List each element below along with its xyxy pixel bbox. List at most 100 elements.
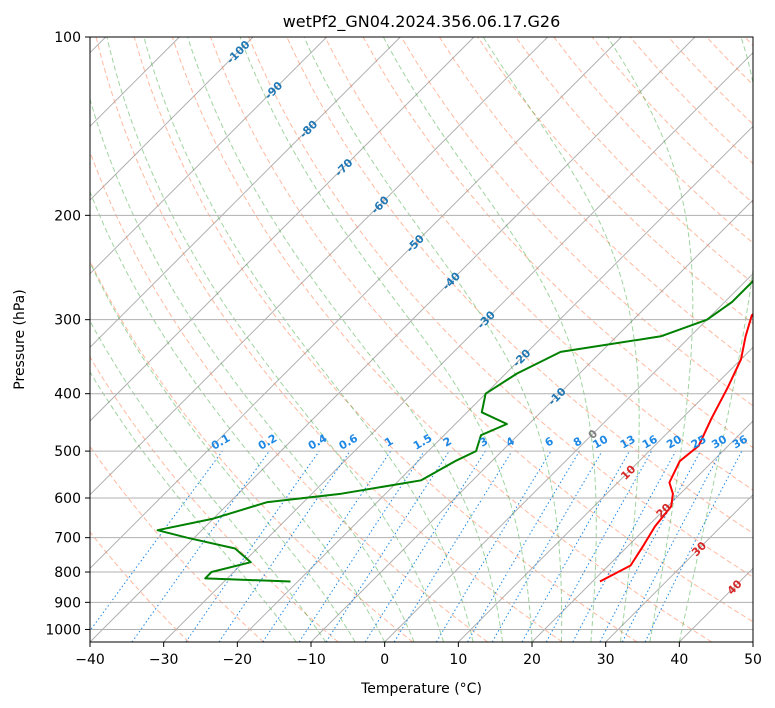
y-tick-label: 400 <box>54 387 81 403</box>
mixing-ratio-line <box>599 450 701 642</box>
mixing-ratio-label: 6 <box>543 434 556 449</box>
dry-adiabat-line <box>438 37 753 366</box>
background-lines <box>90 37 753 642</box>
y-axis-label: Pressure (hPa) <box>12 289 28 389</box>
y-tick-label: 1000 <box>45 622 81 638</box>
isotherm-label: 40 <box>725 577 745 597</box>
isotherm-line <box>90 37 328 275</box>
isotherm-line <box>90 37 622 570</box>
axes: −40 −30 −20 −10 0 10 20 30 40 5010020030040050060… <box>45 30 762 668</box>
mixing-ratio-label: 1.5 <box>411 432 434 453</box>
mixing-ratio-line <box>572 450 677 642</box>
mixing-ratio-label: 1 <box>382 435 395 450</box>
dry-adiabat-line <box>515 37 753 284</box>
mixing-ratio-label: 0.1 <box>209 432 232 453</box>
x-tick-label: 50 <box>744 652 762 668</box>
x-tick-label: −40 <box>75 652 105 668</box>
mixing-ratio-line <box>521 450 630 642</box>
dry-adiabat-line <box>171 37 712 642</box>
moist-adiabat-line <box>382 37 597 642</box>
x-tick-label: 10 <box>449 652 467 668</box>
dewpoint-profile <box>156 279 753 583</box>
dry-adiabat-line <box>706 37 753 86</box>
plot-frame <box>89 36 754 643</box>
isotherm-label: -10 <box>546 385 569 408</box>
mixing-ratio-line <box>393 450 513 642</box>
moist-adiabat-line <box>90 261 356 642</box>
isotherm-line <box>457 346 753 642</box>
chart-title: wetPf2_GN04.2024.356.06.17.G26 <box>283 12 561 32</box>
mixing-ratio-label: 8 <box>571 435 584 450</box>
y-tick-label: 700 <box>54 531 81 547</box>
isotherm-line <box>90 37 549 496</box>
isotherm-line <box>90 37 254 201</box>
isotherm-line <box>163 51 753 642</box>
mixing-ratio-line <box>218 450 351 642</box>
y-tick-label: 200 <box>54 208 81 224</box>
isotherm-line <box>605 493 753 642</box>
x-tick-label: 30 <box>597 652 615 668</box>
moist-adiabat-line <box>607 37 694 642</box>
isotherm-line <box>90 37 696 642</box>
mixing-ratio-label: 30 <box>709 432 729 451</box>
x-tick-label: 20 <box>523 652 541 668</box>
dry-adiabat-line <box>362 37 753 449</box>
mixing-ratio-line <box>185 450 320 642</box>
x-axis-label: Temperature (°C) <box>360 681 482 697</box>
y-tick-label: 900 <box>54 595 81 611</box>
isotherm-label: -80 <box>297 118 320 141</box>
isotherm-line <box>752 641 753 642</box>
dry-adiabat-line <box>90 150 488 642</box>
moist-adiabat-line <box>106 37 445 642</box>
mixing-ratio-line <box>298 450 425 642</box>
moist-adiabat-line <box>239 37 533 642</box>
dry-adiabat-line <box>591 37 753 204</box>
dry-adiabat-line <box>90 445 264 642</box>
dry-adiabat-line <box>744 37 753 47</box>
isotherm-line <box>384 272 753 642</box>
moist-adiabat-line <box>143 37 474 642</box>
profile-lines <box>156 279 753 583</box>
mixing-ratio-line <box>90 450 223 632</box>
isotherm-line <box>531 420 753 642</box>
x-tick-label: −10 <box>296 652 326 668</box>
isotherm-line <box>90 37 401 349</box>
mixing-ratio-label: 3 <box>477 435 490 450</box>
pressure-gridlines <box>90 37 753 630</box>
dry-adiabat-line <box>90 531 190 642</box>
mixing-ratio-line <box>325 450 450 642</box>
mixing-ratio-label: 16 <box>640 432 660 451</box>
dry-adiabat-line <box>90 259 414 642</box>
dry-adiabat-line <box>90 356 339 642</box>
mixing-ratio-line <box>467 450 580 642</box>
moist-adiabat-line <box>90 320 327 642</box>
isotherm-line <box>236 125 753 642</box>
dry-adiabat-line <box>210 37 753 623</box>
y-tick-label: 100 <box>54 30 81 46</box>
isotherm-label: -70 <box>332 156 355 179</box>
mixing-ratio-label: 25 <box>689 433 709 452</box>
x-tick-label: 0 <box>380 652 389 668</box>
x-tick-label: −30 <box>149 652 179 668</box>
mixing-ratio-line <box>131 450 270 642</box>
dry-adiabat-line <box>133 37 638 642</box>
mixing-ratio-label: 13 <box>618 433 638 452</box>
x-tick-label: −20 <box>223 652 253 668</box>
mixing-ratio-label: 0.4 <box>306 431 330 452</box>
y-tick-label: 800 <box>54 565 81 581</box>
moist-adiabat-line <box>90 190 386 642</box>
mixing-ratio-line <box>262 450 392 642</box>
moist-adiabat-line <box>482 37 640 642</box>
dry-adiabat-line <box>324 37 753 491</box>
mixing-ratio-line <box>545 450 653 642</box>
moist-adiabat-line <box>187 37 503 642</box>
isotherm-line <box>90 37 475 422</box>
y-tick-label: 500 <box>54 444 81 460</box>
mixing-ratio-label: 36 <box>730 432 750 451</box>
y-tick-label: 600 <box>54 491 81 507</box>
dry-adiabat-line <box>95 37 563 642</box>
dry-adiabat-line <box>248 37 753 578</box>
y-tick-label: 300 <box>54 313 81 329</box>
moist-adiabat-line <box>303 37 563 642</box>
